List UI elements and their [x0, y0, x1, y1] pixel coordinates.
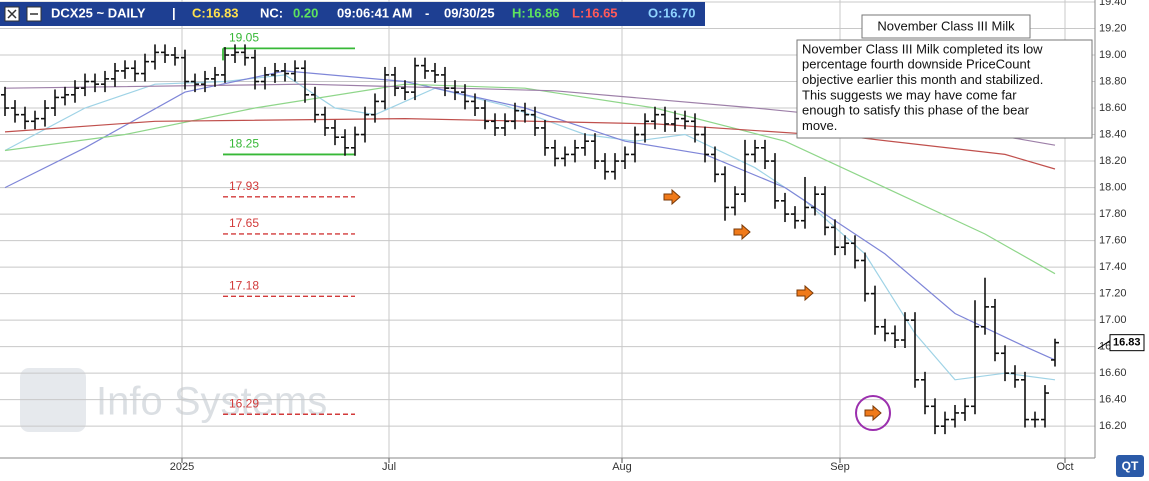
- y-tick-label: 18.00: [1099, 181, 1127, 193]
- header-text: 16.70: [663, 5, 696, 20]
- level-label: 19.05: [229, 31, 259, 45]
- level-label: 16.29: [229, 396, 259, 410]
- header-text: 09:06:41 AM: [337, 5, 412, 20]
- logo-box: [1116, 455, 1144, 477]
- header-bar: [0, 2, 705, 26]
- watermark-text: Info Systems: [96, 380, 327, 424]
- header-text: 09/30/25: [444, 5, 495, 20]
- moving-average: [4, 70, 1056, 361]
- header-text: 16.83: [206, 5, 239, 20]
- y-tick-label: 16.60: [1099, 367, 1127, 379]
- y-tick-label: 16.40: [1099, 394, 1127, 406]
- header-text: 0.20: [293, 5, 318, 20]
- annotation-line: move.: [802, 118, 837, 133]
- logo-text: QT: [1122, 459, 1139, 473]
- y-tick-label: 18.80: [1099, 75, 1127, 87]
- level-label: 17.18: [229, 278, 259, 292]
- header-text: DCX25 ~ DAILY: [51, 5, 146, 20]
- x-tick-label: Jul: [382, 461, 396, 473]
- annotation-box: [796, 39, 1093, 139]
- header-text: C:: [192, 5, 206, 20]
- last-price-label: 16.83: [1113, 337, 1141, 349]
- header-text: -: [425, 5, 429, 20]
- x-tick-label: Oct: [1056, 461, 1073, 473]
- header-text: NC:: [260, 5, 283, 20]
- y-tick-label: 18.40: [1099, 128, 1127, 140]
- y-tick-label: 17.00: [1099, 314, 1127, 326]
- arrow-marker: [796, 284, 814, 302]
- last-price-pointer: [1097, 340, 1111, 350]
- header-text: L:: [572, 5, 584, 20]
- annotation-line: November Class III Milk completed its lo…: [802, 41, 1043, 56]
- header-text: O:: [648, 5, 662, 20]
- y-tick-label: 18.60: [1099, 102, 1127, 114]
- arrow-marker: [864, 404, 882, 422]
- y-tick-label: 19.40: [1099, 0, 1127, 8]
- x-tick-label: 2025: [170, 461, 194, 473]
- x-tick-label: Aug: [612, 461, 632, 473]
- y-tick-label: 19.20: [1099, 22, 1127, 34]
- y-tick-label: 17.40: [1099, 261, 1127, 273]
- header-text: 16.65: [585, 5, 618, 20]
- arrow-marker: [663, 188, 681, 206]
- y-tick-label: 17.60: [1099, 235, 1127, 247]
- annotation-line: This suggests we may have come far: [802, 87, 1017, 102]
- y-tick-label: 19.00: [1099, 49, 1127, 61]
- y-tick-label: 16.20: [1099, 420, 1127, 432]
- header-text: 16.86: [527, 5, 560, 20]
- annotation-line: enough to satisfy this phase of the bear: [802, 103, 1030, 118]
- level-label: 17.93: [229, 179, 259, 193]
- header-text: H:: [512, 5, 526, 20]
- level-label: 17.65: [229, 216, 259, 230]
- title-box: [861, 14, 1031, 39]
- annotation-line: objective earlier this month and stabili…: [802, 72, 1043, 87]
- y-tick-label: 17.20: [1099, 288, 1127, 300]
- chart-title: November Class III Milk: [877, 18, 1015, 33]
- arrow-marker: [733, 223, 751, 241]
- last-price-box: [1109, 334, 1145, 352]
- y-tick-label: 17.80: [1099, 208, 1127, 220]
- close-icon-glyph: [7, 9, 17, 19]
- highlight-circle: [855, 395, 891, 431]
- annotation-line: percentage fourth downside PriceCount: [802, 57, 1031, 72]
- y-tick-label: 18.20: [1099, 155, 1127, 167]
- header-text: |: [172, 5, 176, 20]
- level-label: 18.25: [229, 137, 259, 151]
- x-tick-label: Sep: [830, 461, 850, 473]
